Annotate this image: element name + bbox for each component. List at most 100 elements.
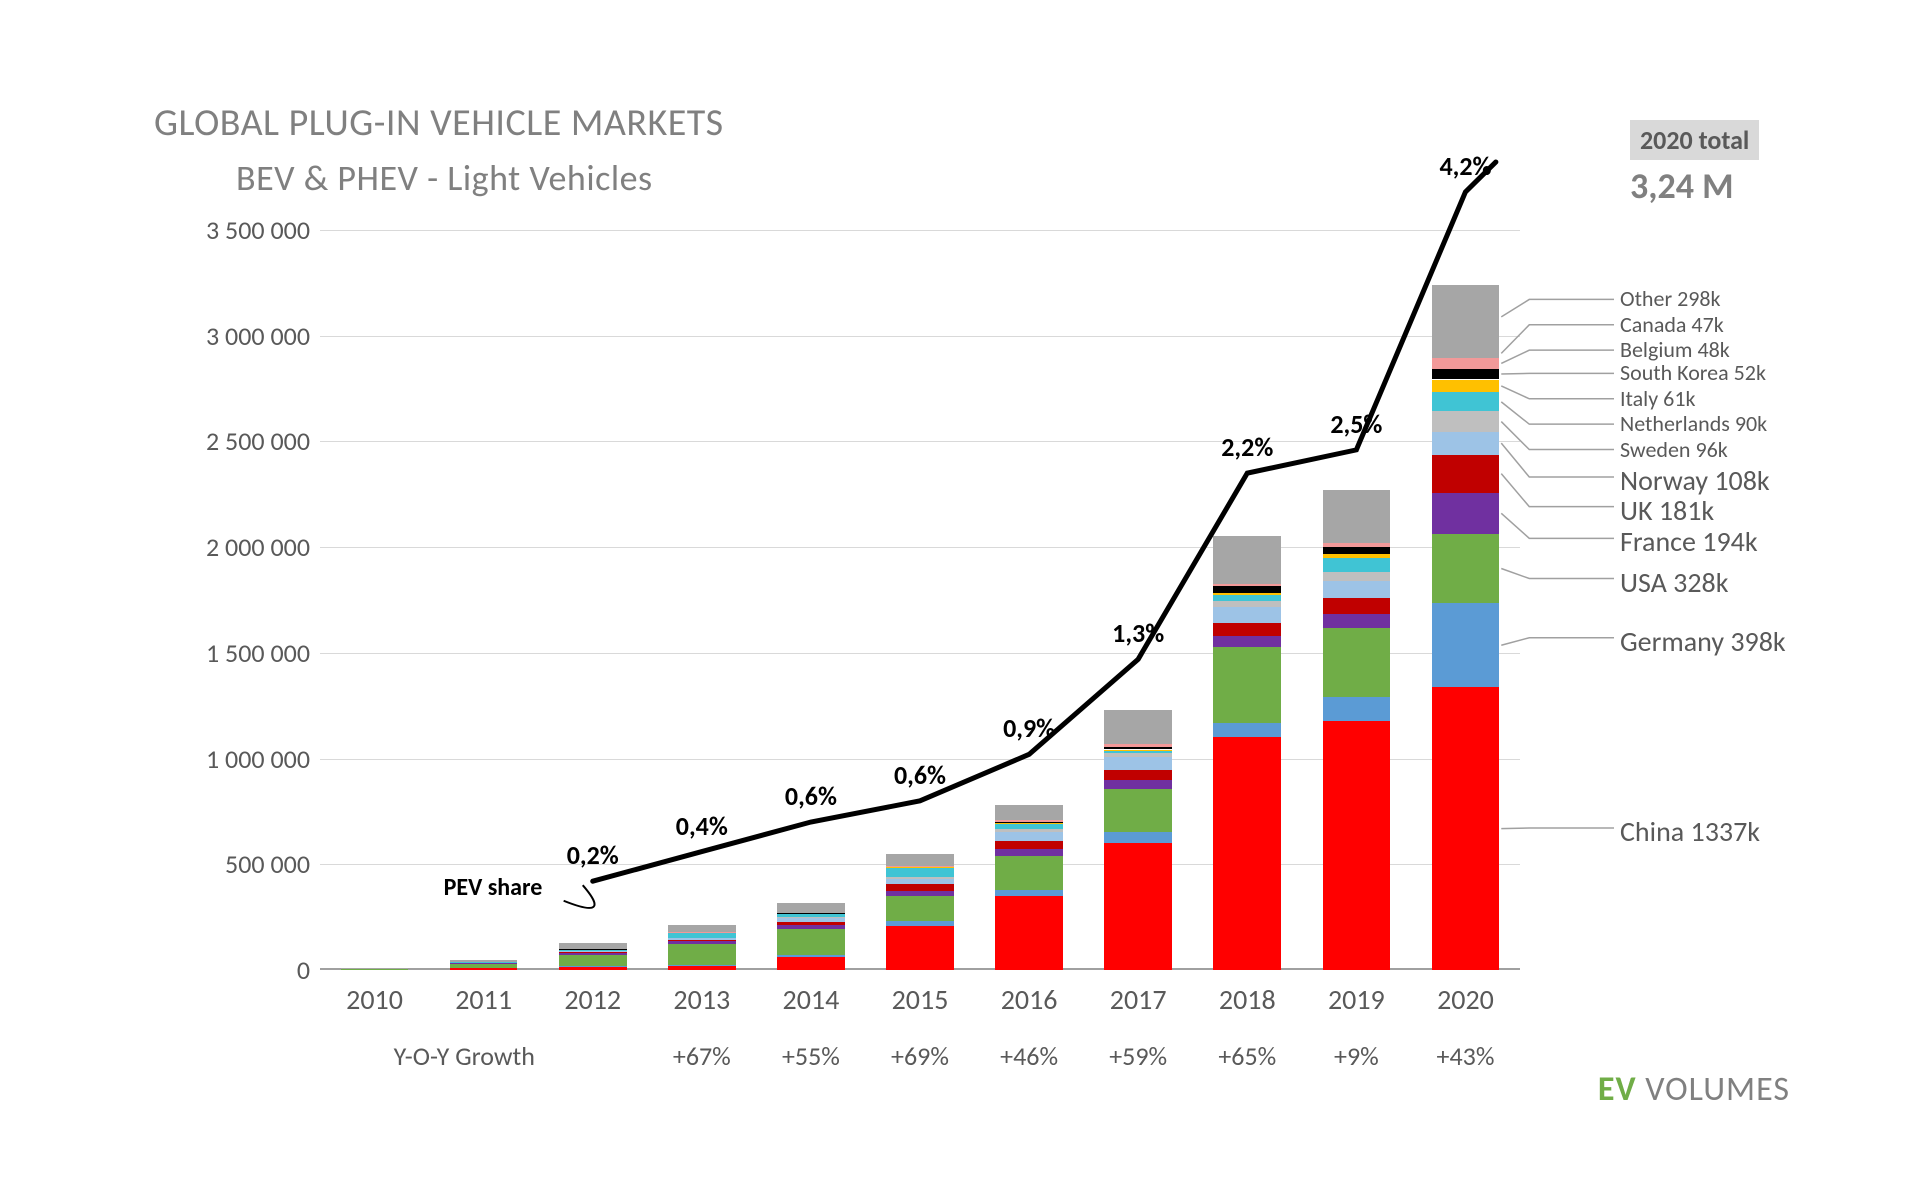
seg-uk [886,884,954,890]
x-tick-label: 2017 [1110,982,1167,1017]
seg-canada [1432,348,1500,358]
seg-netherlands [886,868,954,877]
seg-usa [777,929,845,954]
seg-usa [1104,789,1172,831]
y-tick-label: 0 [297,954,310,986]
seg-germany [559,966,627,967]
seg-netherlands [1323,558,1391,572]
pev-share-label: 2,5% [1330,408,1382,440]
chart-container: GLOBAL PLUG-IN VEHICLE MARKETS BEV & PHE… [60,40,1860,1160]
bar-2016 [995,805,1063,970]
seg-norway [1213,607,1281,622]
seg-usa [668,944,736,965]
seg-netherlands [559,950,627,951]
seg-sweden [777,917,845,918]
seg-france [668,941,736,944]
seg-norway [777,918,845,922]
bar-2015 [886,854,954,970]
seg-canada [1323,533,1391,544]
pev-share-label: 0,6% [894,759,946,791]
x-tick-label: 2011 [455,982,512,1017]
seg-china [450,968,518,970]
y-tick-label: 1 500 000 [206,637,310,669]
seg-norway [1104,757,1172,770]
seg-sweden [1432,411,1500,431]
seg-southkorea [1432,369,1500,380]
seg-netherlands [668,933,736,938]
yoy-value: +55% [782,1040,840,1072]
seg-usa [995,856,1063,890]
seg-germany [1104,832,1172,844]
seg-uk [995,841,1063,849]
seg-usa [559,955,627,966]
seg-other [995,805,1063,818]
seg-germany [668,965,736,967]
seg-other [1104,710,1172,740]
seg-norway [995,832,1063,842]
seg-uk [1323,598,1391,614]
x-tick-label: 2018 [1219,982,1276,1017]
gridline [320,230,1520,231]
bar-2020 [1432,285,1500,970]
seg-china [1104,843,1172,970]
legend-china: China 1337k [1620,814,1760,849]
seg-sweden [1323,572,1391,581]
legend-other: Other 298k [1620,285,1721,312]
yoy-value: +67% [673,1040,731,1072]
seg-france [559,953,627,955]
seg-usa [886,896,954,920]
x-tick-label: 2020 [1437,982,1494,1017]
seg-france [1213,636,1281,647]
seg-sweden [995,829,1063,832]
seg-usa [1213,647,1281,723]
yoy-value: +46% [1000,1040,1058,1072]
seg-other [1432,285,1500,348]
seg-sweden [1213,601,1281,607]
x-tick-label: 2012 [564,982,621,1017]
seg-netherlands [1432,392,1500,411]
seg-southkorea [1213,586,1281,593]
pev-share-label: 0,2% [567,839,619,871]
bar-2017 [1104,710,1172,970]
seg-other [341,968,409,969]
x-tick-label: 2016 [1001,982,1058,1017]
seg-china [559,967,627,970]
y-tick-label: 3 000 000 [206,320,310,352]
pev-share-label: 1,3% [1112,617,1164,649]
x-tick-label: 2015 [892,982,949,1017]
seg-other [450,960,518,962]
y-tick-label: 500 000 [225,848,310,880]
total-year-label: 2020 total [1630,120,1759,160]
yoy-value: +69% [891,1040,949,1072]
y-tick-label: 3 500 000 [206,214,310,246]
legend-france: France 194k [1620,524,1758,559]
bar-2010 [341,968,409,970]
gridline [320,441,1520,442]
seg-italy [1213,593,1281,595]
pev-share-label: 0,4% [676,810,728,842]
seg-norway [559,951,627,952]
seg-southkorea [1104,747,1172,750]
legend-germany: Germany 398k [1620,624,1786,659]
legend-sweden: Sweden 96k [1620,436,1728,463]
seg-norway [886,879,954,884]
seg-uk [1213,623,1281,636]
seg-sweden [886,877,954,879]
seg-canada [1104,740,1172,744]
yoy-value: +59% [1109,1040,1167,1072]
x-tick-label: 2010 [346,982,403,1017]
legend-netherlands: Netherlands 90k [1620,410,1767,437]
plot-area: 0500 0001 000 0001 500 0002 000 0002 500… [320,230,1520,970]
y-tick-label: 2 500 000 [206,425,310,457]
x-tick-label: 2019 [1328,982,1385,1017]
y-tick-label: 1 000 000 [206,743,310,775]
seg-germany [777,955,845,958]
seg-belgium [1213,584,1281,587]
seg-france [1432,493,1500,534]
logo-volumes: VOLUMES [1637,1069,1790,1110]
seg-other [886,854,954,865]
seg-china [1213,737,1281,970]
seg-netherlands [1213,595,1281,601]
bar-2018 [1213,536,1281,970]
pev-share-label: 4,2% [1439,150,1491,182]
